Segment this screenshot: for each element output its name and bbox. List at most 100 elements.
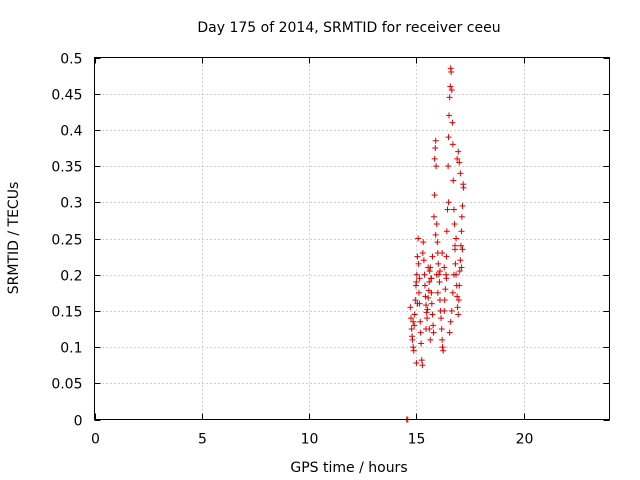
data-point: [428, 300, 435, 307]
data-point: [454, 293, 461, 300]
data-point: [423, 309, 430, 316]
data-point: [452, 246, 458, 253]
data-point: [419, 362, 426, 369]
data-point: [414, 300, 421, 307]
data-point: [441, 264, 448, 271]
data-point: [452, 260, 459, 267]
data-point: [433, 163, 440, 170]
y-tick-label: 0.2: [60, 269, 82, 285]
data-point: [458, 242, 465, 249]
data-point: [415, 260, 422, 267]
axis-ticks: 0 0.05 0.1 0.15 0.2 0.25 0.3 0.35 0.4 0.45 0.5 0 5 10…: [51, 52, 610, 448]
data-point: [448, 307, 455, 314]
data-point: [420, 239, 427, 246]
data-point: [441, 297, 448, 304]
data-point: [425, 294, 432, 301]
data-point: [449, 119, 456, 126]
data-point: [457, 257, 464, 264]
data-point: [438, 326, 445, 332]
y-tick-label: 0.05: [51, 377, 82, 393]
data-point: [436, 278, 443, 285]
data-point: [433, 271, 440, 278]
data-point: [425, 264, 432, 271]
data-point: [413, 271, 420, 278]
data-point: [417, 329, 424, 336]
data-point: [439, 344, 446, 351]
data-point: [424, 315, 431, 322]
x-tick-label: 5: [198, 432, 207, 448]
data-point: [423, 326, 430, 332]
data-point: [420, 257, 427, 264]
data-point: [418, 357, 425, 364]
data-point: [450, 206, 457, 213]
data-point: [458, 228, 465, 235]
data-point: [449, 141, 456, 148]
data-point: [410, 347, 417, 354]
data-point: [429, 311, 436, 318]
data-points: [403, 65, 467, 423]
data-point: [435, 260, 442, 267]
data-point: [413, 360, 420, 367]
data-point: [443, 253, 450, 260]
data-point: [448, 68, 455, 75]
data-point: [421, 282, 428, 289]
data-point: [450, 177, 457, 184]
data-point: [457, 170, 464, 177]
data-point: [410, 318, 417, 325]
data-point: [415, 289, 422, 296]
data-point: [433, 221, 440, 228]
data-point: [459, 246, 466, 253]
data-point: [449, 289, 456, 296]
data-point: [445, 134, 452, 141]
data-point: [444, 206, 451, 213]
y-tick-label: 0.45: [51, 88, 82, 104]
data-point: [411, 311, 418, 318]
y-tick-label: 0.25: [51, 233, 82, 249]
data-point: [430, 213, 437, 220]
x-tick-label: 10: [301, 432, 319, 448]
data-point: [417, 318, 424, 325]
data-point: [430, 322, 437, 329]
data-point: [419, 249, 426, 256]
data-point: [412, 297, 419, 304]
y-tick-label: 0.4: [60, 124, 82, 140]
data-point: [421, 271, 428, 278]
chart-title: Day 175 of 2014, SRMTID for receiver cee…: [197, 20, 500, 36]
data-point: [439, 336, 446, 343]
data-point: [455, 297, 462, 304]
data-point: [455, 148, 462, 155]
x-tick-label: 15: [408, 432, 426, 448]
y-tick-label: 0.3: [60, 196, 82, 212]
data-point: [434, 289, 441, 296]
data-point: [407, 304, 414, 311]
data-point: [460, 184, 467, 191]
data-point: [434, 239, 441, 246]
x-tick-label: 0: [91, 432, 100, 448]
data-point: [408, 326, 415, 332]
data-point: [454, 155, 461, 162]
data-point: [439, 249, 446, 256]
data-point: [414, 253, 421, 260]
y-tick-label: 0.15: [51, 305, 82, 321]
data-point: [427, 336, 434, 343]
data-point: [418, 340, 425, 347]
data-point: [423, 302, 430, 309]
data-point: [413, 278, 420, 285]
data-point: [426, 268, 433, 275]
data-point: [451, 221, 458, 228]
data-point: [450, 271, 457, 278]
data-point: [441, 307, 448, 314]
data-point: [426, 278, 433, 285]
data-point: [443, 228, 450, 235]
data-point: [415, 235, 422, 242]
data-point: [422, 293, 429, 300]
data-point: [459, 202, 466, 209]
plot-frame: [94, 57, 610, 420]
data-point: [440, 347, 447, 354]
data-point: [416, 275, 423, 282]
data-point: [453, 235, 460, 242]
data-point: [438, 315, 445, 322]
y-tick-label: 0: [74, 414, 83, 430]
data-point: [456, 159, 463, 166]
